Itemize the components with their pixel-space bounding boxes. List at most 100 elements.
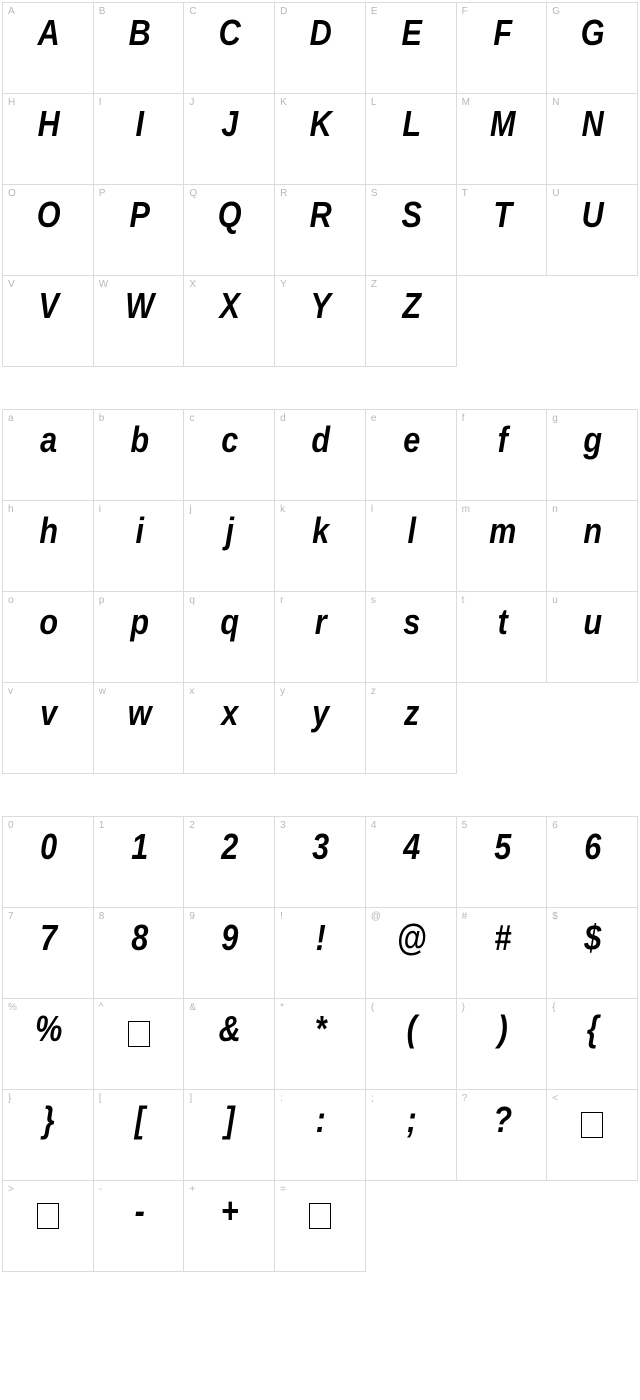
glyph-display: g: [554, 418, 630, 461]
glyph-display: V: [10, 284, 86, 327]
glyph-display: [3, 1189, 93, 1232]
glyph-display: L: [373, 102, 449, 145]
glyph-cell: **: [275, 999, 366, 1090]
glyph-cell: nn: [547, 501, 638, 592]
glyph-cell: 44: [366, 817, 457, 908]
glyph-cell: KK: [275, 94, 366, 185]
glyph-display: [275, 1189, 365, 1232]
glyph-cell: 99: [184, 908, 275, 999]
glyph-display: [547, 1098, 637, 1141]
glyph-cell: ss: [366, 592, 457, 683]
glyph-cell: @@: [366, 908, 457, 999]
glyph-display: F: [463, 11, 539, 54]
glyph-cell: LL: [366, 94, 457, 185]
glyph-display: #: [463, 916, 539, 959]
glyph-cell: cc: [184, 410, 275, 501]
missing-glyph-icon: [581, 1112, 603, 1138]
glyph-display: b: [100, 418, 176, 461]
glyph-cell: II: [94, 94, 185, 185]
glyph-cell: {{: [547, 999, 638, 1090]
glyph-cell: CC: [184, 3, 275, 94]
glyph-cell: pp: [94, 592, 185, 683]
glyph-display: }: [10, 1098, 86, 1141]
glyph-cell: MM: [457, 94, 548, 185]
glyph-display: 8: [100, 916, 176, 959]
glyph-cell: >: [3, 1181, 94, 1272]
glyph-cell: $$: [547, 908, 638, 999]
glyph-display: -: [100, 1189, 176, 1232]
glyph-display: [: [100, 1098, 176, 1141]
glyph-cell: AA: [3, 3, 94, 94]
glyph-cell: 88: [94, 908, 185, 999]
glyph-display: 7: [10, 916, 86, 959]
glyph-cell: 33: [275, 817, 366, 908]
glyph-display: Z: [373, 284, 449, 327]
glyph-cell: jj: [184, 501, 275, 592]
glyph-cell: UU: [547, 185, 638, 276]
glyph-display: S: [373, 193, 449, 236]
glyph-cell: 66: [547, 817, 638, 908]
glyph-cell: %%: [3, 999, 94, 1090]
missing-glyph-icon: [37, 1203, 59, 1229]
glyph-display: (: [373, 1007, 449, 1050]
glyph-cell: uu: [547, 592, 638, 683]
font-specimen-container: AABBCCDDEEFFGGHHIIJJKKLLMMNNOOPPQQRRSSTT…: [2, 2, 638, 1272]
glyph-display: N: [554, 102, 630, 145]
glyph-cell: zz: [366, 683, 457, 774]
glyph-display: T: [463, 193, 539, 236]
glyph-display: :: [282, 1098, 358, 1141]
glyph-display: $: [554, 916, 630, 959]
glyph-cell: VV: [3, 276, 94, 367]
glyph-cell: qq: [184, 592, 275, 683]
glyph-display: I: [100, 102, 176, 145]
missing-glyph-icon: [309, 1203, 331, 1229]
glyph-display: ;: [373, 1098, 449, 1141]
glyph-cell: 11: [94, 817, 185, 908]
glyph-cell: RR: [275, 185, 366, 276]
glyph-cell: 55: [457, 817, 548, 908]
glyph-cell: ff: [457, 410, 548, 501]
glyph-display: 6: [554, 825, 630, 868]
glyph-display: O: [10, 193, 86, 236]
glyph-cell: ww: [94, 683, 185, 774]
glyph-display: t: [463, 600, 539, 643]
glyph-cell: kk: [275, 501, 366, 592]
glyph-display: ?: [463, 1098, 539, 1141]
glyph-cell: =: [275, 1181, 366, 1272]
missing-glyph-icon: [128, 1021, 150, 1047]
glyph-cell: 22: [184, 817, 275, 908]
glyph-cell: !!: [275, 908, 366, 999]
glyph-display: j: [191, 509, 267, 552]
glyph-cell: ll: [366, 501, 457, 592]
glyph-cell: ]]: [184, 1090, 275, 1181]
glyph-display: v: [10, 691, 86, 734]
glyph-display: D: [282, 11, 358, 54]
glyph-cell: ZZ: [366, 276, 457, 367]
glyph-cell: EE: [366, 3, 457, 94]
glyph-cell: 00: [3, 817, 94, 908]
glyph-cell: XX: [184, 276, 275, 367]
glyph-display: &: [191, 1007, 267, 1050]
glyph-display: 9: [191, 916, 267, 959]
glyph-cell: &&: [184, 999, 275, 1090]
glyph-display: o: [10, 600, 86, 643]
glyph-display: W: [100, 284, 176, 327]
glyph-cell: <: [547, 1090, 638, 1181]
glyph-display: h: [10, 509, 86, 552]
glyph-cell: ;;: [366, 1090, 457, 1181]
glyph-cell: oo: [3, 592, 94, 683]
glyph-display: 2: [191, 825, 267, 868]
glyph-grid-numbers-symbols: 00112233445566778899!!@@##$$%%^&&**(()){…: [2, 816, 638, 1272]
glyph-display: ]: [191, 1098, 267, 1141]
glyph-display: 4: [373, 825, 449, 868]
glyph-cell: dd: [275, 410, 366, 501]
glyph-display: u: [554, 600, 630, 643]
glyph-display: l: [373, 509, 449, 552]
glyph-cell: ++: [184, 1181, 275, 1272]
glyph-display: M: [463, 102, 539, 145]
glyph-cell: SS: [366, 185, 457, 276]
glyph-cell: gg: [547, 410, 638, 501]
glyph-display: n: [554, 509, 630, 552]
glyph-display: d: [282, 418, 358, 461]
glyph-display: E: [373, 11, 449, 54]
